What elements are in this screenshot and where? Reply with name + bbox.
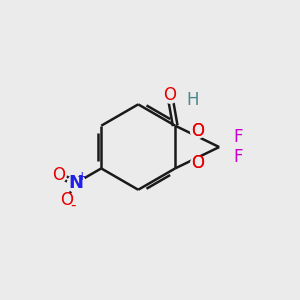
Text: O: O <box>191 122 204 140</box>
Text: O: O <box>191 154 204 172</box>
Text: F: F <box>234 128 243 146</box>
Text: O: O <box>191 154 204 172</box>
Text: -: - <box>70 197 76 212</box>
Text: O: O <box>191 122 204 140</box>
Text: O: O <box>52 166 65 184</box>
Text: N: N <box>68 174 83 192</box>
Text: O: O <box>60 191 73 209</box>
Text: H: H <box>187 92 199 110</box>
Text: F: F <box>234 148 243 166</box>
Text: O: O <box>163 86 176 104</box>
Text: +: + <box>77 170 88 183</box>
